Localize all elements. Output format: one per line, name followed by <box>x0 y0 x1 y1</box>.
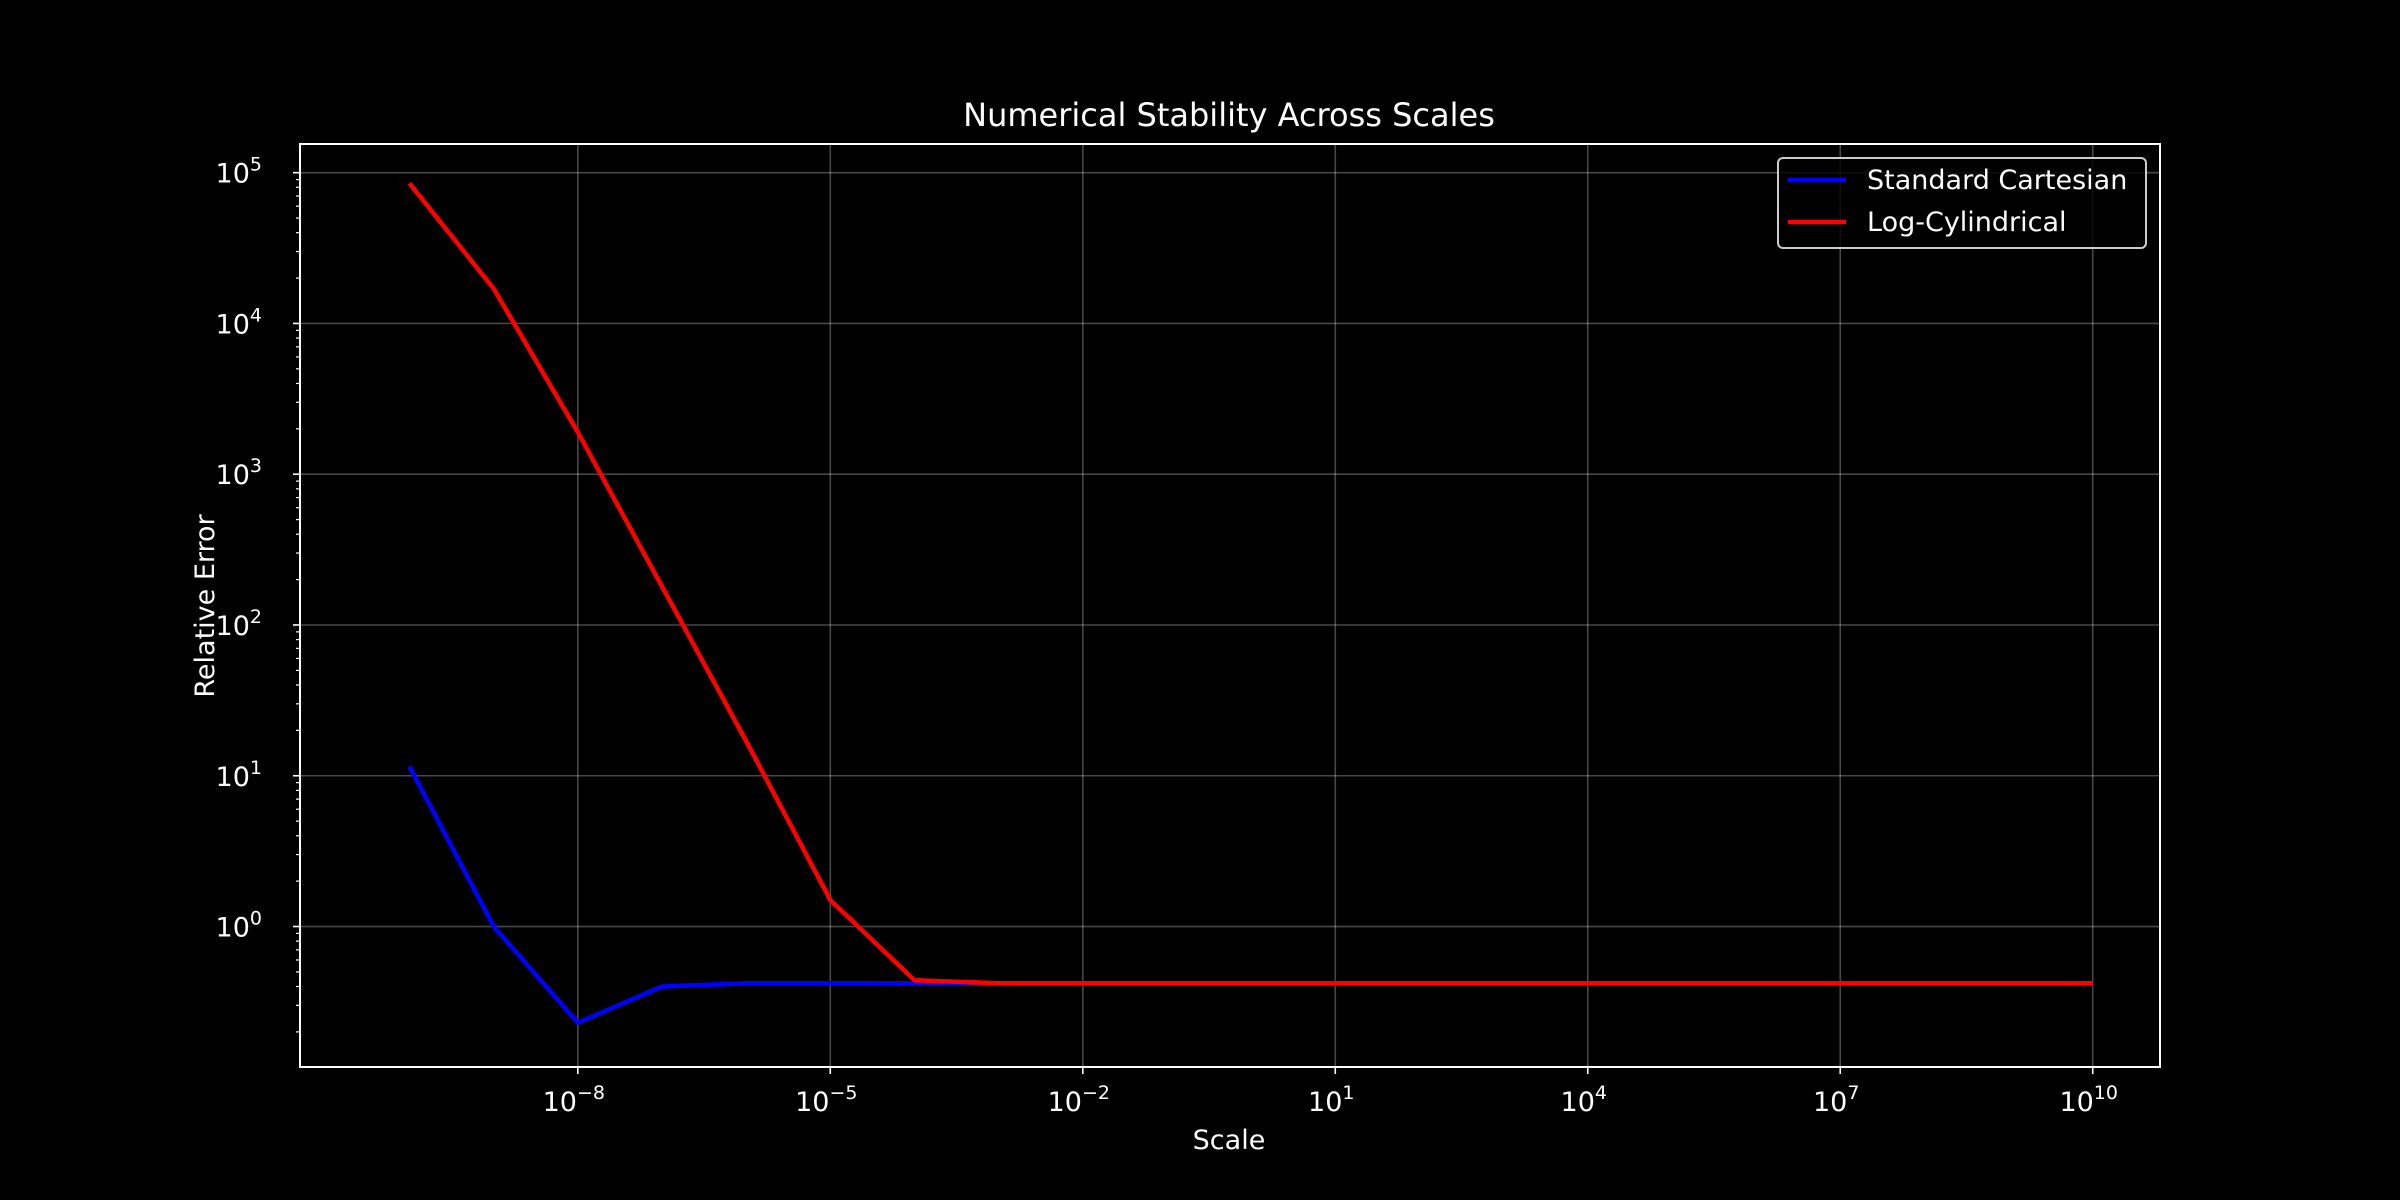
x-tick-label: 10−5 <box>795 1082 857 1118</box>
x-tick-label: 10−2 <box>1048 1082 1110 1118</box>
x-tick-label: 107 <box>1813 1082 1859 1118</box>
chart-title: Numerical Stability Across Scales <box>963 96 1495 134</box>
y-tick-label: 104 <box>216 304 262 340</box>
series-group <box>407 181 2093 1025</box>
y-axis-label: Relative Error <box>190 513 221 697</box>
x-axis-label: Scale <box>1193 1125 1266 1156</box>
y-tick-label: 102 <box>216 606 262 642</box>
series-line-log-cylindrical <box>407 181 2093 986</box>
y-tick-label: 101 <box>216 757 262 793</box>
grid <box>300 144 2160 1067</box>
y-tick-label: 100 <box>216 908 262 944</box>
legend-box <box>1777 157 2147 249</box>
x-tick-label: 1010 <box>2059 1082 2118 1118</box>
ticks: 10−8 10−5 10−2 101 104 107 1010 100 101 102 103 104… <box>216 154 2118 1118</box>
y-tick-label: 105 <box>216 154 262 190</box>
x-tick-label: 104 <box>1561 1082 1607 1118</box>
x-tick-label: 101 <box>1308 1082 1354 1118</box>
y-tick-label: 103 <box>216 455 262 491</box>
x-tick-label: 10−8 <box>543 1082 605 1118</box>
plot-area-frame <box>299 143 2161 1068</box>
legend-label: Log-Cylindrical <box>1867 207 2067 238</box>
legend: Standard Cartesian Log-Cylindrical <box>1777 157 2147 249</box>
legend-label: Standard Cartesian <box>1867 165 2127 196</box>
